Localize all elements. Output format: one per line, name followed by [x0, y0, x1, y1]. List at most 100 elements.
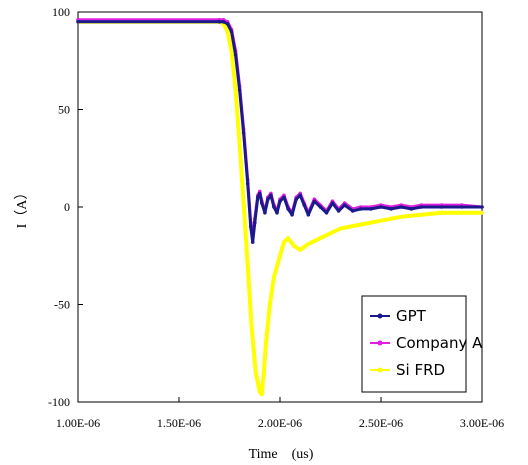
series-point: [245, 181, 250, 186]
series-point: [338, 226, 343, 231]
series-point: [286, 236, 290, 240]
series-point: [248, 224, 253, 229]
series-point: [369, 220, 373, 225]
series-point: [342, 203, 347, 207]
series-point: [264, 341, 268, 346]
y-axis: 100 50 0 -50 -100: [48, 5, 83, 409]
series-point: [258, 191, 262, 196]
series-point: [241, 201, 246, 205]
series-point: [298, 193, 303, 198]
series-point: [294, 197, 299, 201]
series-point: [225, 21, 230, 26]
y-tick-label: 50: [58, 103, 70, 117]
series-point: [389, 216, 393, 221]
x-tick-label: 1.50E-06: [157, 416, 201, 430]
series-point: [221, 20, 226, 24]
x-tick-label: 1.00E-06: [56, 416, 100, 430]
series-point: [369, 207, 373, 211]
series-layer: [76, 18, 484, 397]
series-point: [460, 211, 464, 215]
series-point: [233, 53, 238, 57]
series-point: [330, 230, 335, 235]
legend-marker: [377, 340, 383, 346]
series-point: [263, 211, 267, 215]
series-point: [262, 371, 266, 375]
series-point: [298, 248, 303, 252]
series-point: [272, 205, 276, 209]
series-point: [250, 240, 255, 244]
series-point: [409, 207, 414, 211]
series-point: [359, 222, 363, 227]
series-point: [399, 205, 404, 209]
series-point: [379, 218, 383, 223]
x-tick-label: 2.50E-06: [359, 416, 403, 430]
y-tick-label: 100: [52, 5, 70, 19]
series-point: [359, 207, 363, 211]
series-point: [330, 201, 335, 205]
series-point: [278, 199, 282, 203]
series-point: [460, 205, 464, 209]
series-point: [253, 220, 257, 225]
y-tick-label: -100: [48, 395, 70, 409]
series-point: [282, 195, 286, 200]
legend-marker: [377, 313, 383, 319]
series-point: [336, 209, 341, 213]
legend-label: GPT: [396, 307, 427, 325]
y-axis-label: I（A）: [14, 186, 30, 229]
series-point: [322, 234, 327, 238]
series-point: [241, 131, 246, 135]
series-point: [245, 263, 250, 268]
series-point: [290, 213, 294, 217]
series-point: [389, 207, 393, 211]
series-point: [399, 215, 404, 219]
series-point: [237, 142, 242, 147]
series-point: [312, 199, 317, 203]
series-point: [260, 201, 264, 205]
series-point: [249, 326, 254, 330]
x-axis: 1.00E-06 1.50E-06 2.00E-06 2.50E-06 3.00E-06: [56, 397, 504, 430]
legend-label: Company A: [396, 334, 483, 352]
series-point: [314, 238, 319, 242]
series-point: [379, 205, 383, 209]
series-point: [229, 49, 234, 53]
legend-label: Si FRD: [396, 361, 445, 379]
series-point: [439, 211, 444, 215]
series-point: [229, 29, 234, 34]
series-point: [233, 88, 238, 92]
series-point: [480, 211, 484, 215]
series-point: [439, 205, 444, 209]
series-point: [225, 29, 230, 34]
series-point: [266, 197, 270, 201]
series-point: [272, 275, 276, 280]
series-point: [306, 213, 311, 217]
series-point: [217, 20, 222, 24]
series-point: [269, 193, 273, 198]
series-point: [306, 242, 311, 246]
x-axis-label: Time (us): [249, 447, 314, 462]
series-point: [286, 207, 290, 211]
y-tick-label: 0: [64, 200, 70, 214]
series-point: [76, 20, 80, 24]
series-point: [260, 392, 264, 397]
series-point: [292, 244, 296, 248]
series-point: [278, 254, 282, 258]
series-point: [348, 224, 353, 229]
y-tick-label: -50: [54, 298, 70, 312]
series-point: [324, 211, 329, 215]
legend: GPT Company A Si FRD: [361, 295, 483, 393]
series-point: [419, 213, 424, 217]
series-point: [255, 195, 260, 200]
series-point: [480, 205, 484, 209]
x-tick-label: 3.00E-06: [460, 416, 504, 430]
series-point: [275, 211, 279, 215]
series-point: [419, 205, 424, 209]
legend-marker: [377, 367, 383, 373]
x-tick-label: 2.00E-06: [258, 416, 302, 430]
series-point: [237, 88, 242, 92]
series-point: [254, 371, 258, 375]
series-point: [268, 302, 272, 307]
series-point: [350, 209, 355, 213]
series-point: [302, 203, 307, 207]
series-point: [318, 205, 323, 209]
